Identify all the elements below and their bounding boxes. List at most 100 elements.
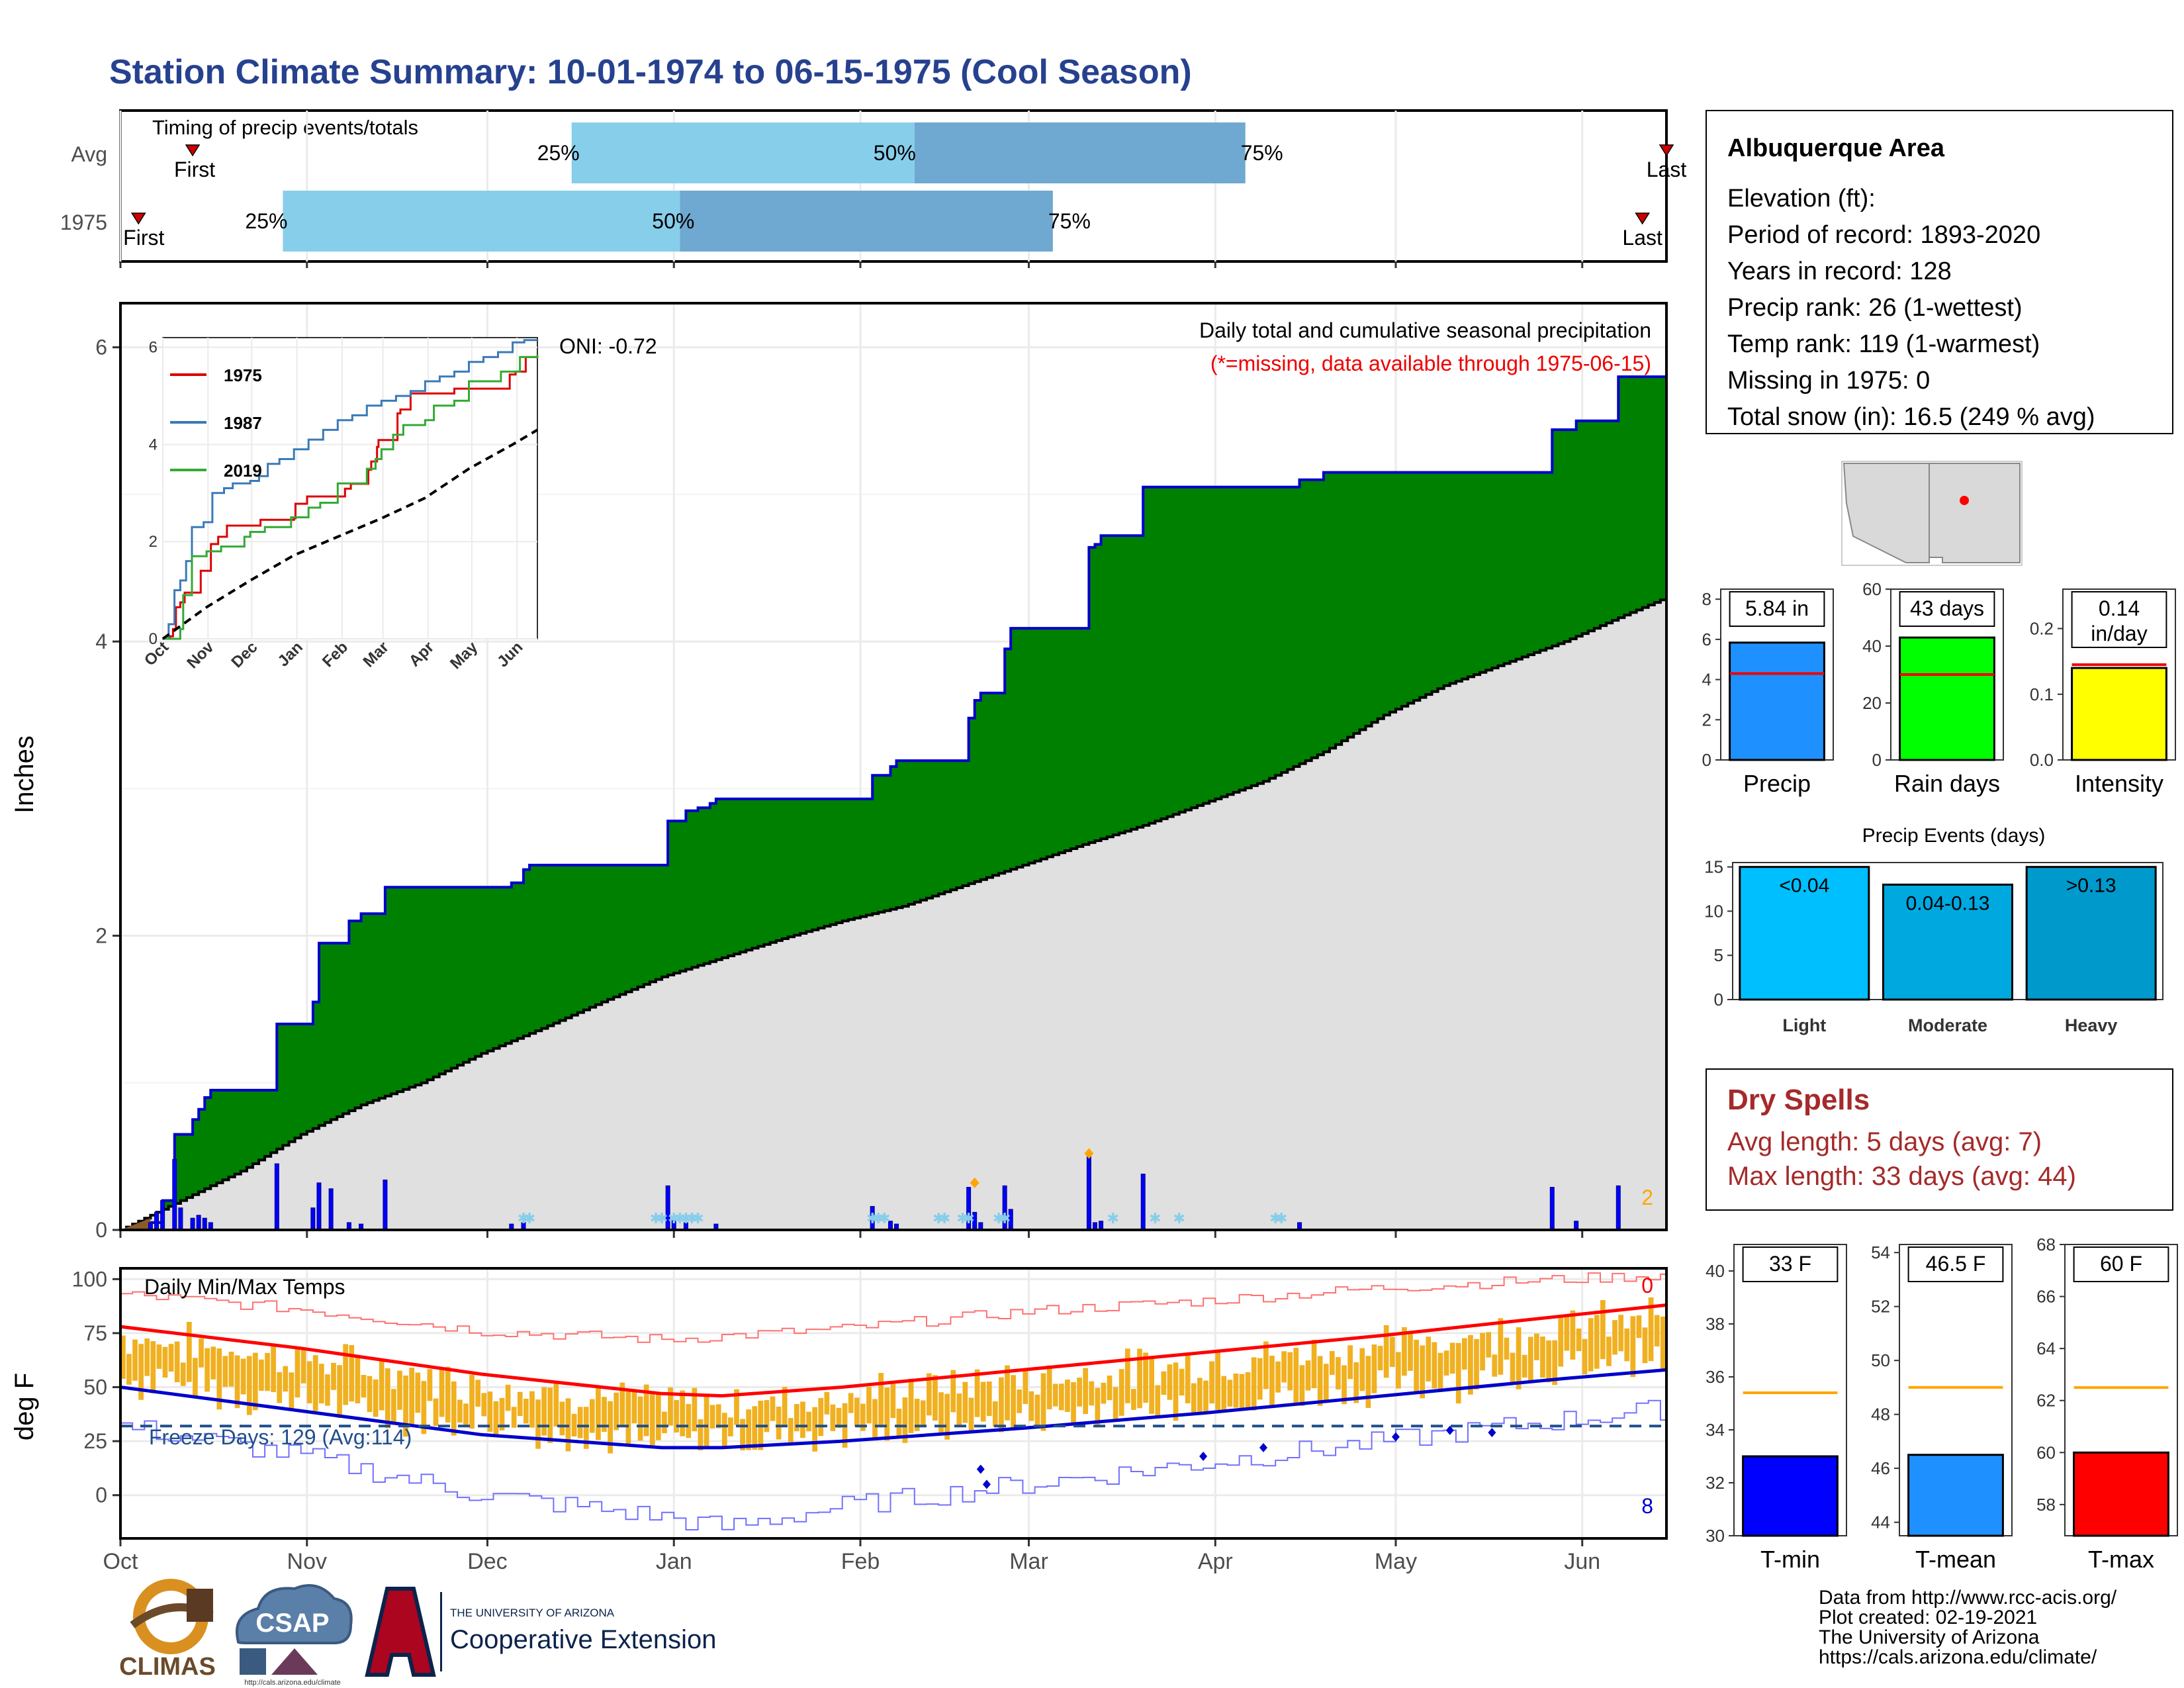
daily-temp-bar <box>1606 1336 1612 1366</box>
daily-temp-bar <box>1443 1350 1449 1376</box>
daily-temp-bar <box>1083 1368 1089 1415</box>
daily-temp-bar <box>1215 1351 1221 1410</box>
daily-temp-bar <box>619 1382 625 1427</box>
precip-title: Daily total and cumulative seasonal prec… <box>1199 318 1651 342</box>
mini-chart-tick-label: 68 <box>2036 1235 2056 1254</box>
events-title: Precip Events (days) <box>1862 825 2046 847</box>
daily-temp-bar <box>1408 1333 1413 1371</box>
daily-temp-bar <box>1179 1368 1185 1396</box>
daily-temp-bar <box>1594 1315 1600 1369</box>
precip-frame <box>119 302 1668 1231</box>
temp-ytick-25: 25 <box>83 1429 107 1453</box>
daily-temp-bar <box>1293 1348 1299 1403</box>
daily-precip-bar <box>1086 1156 1091 1231</box>
csap-logo-text: CSAP <box>255 1609 329 1638</box>
daily-temp-bar <box>1600 1299 1606 1360</box>
temp-y-ticks: 0 25 50 75 100 <box>72 1267 107 1507</box>
daily-temp-bar <box>240 1358 246 1395</box>
daily-temp-bar <box>529 1391 535 1428</box>
daily-temp-bar <box>138 1344 144 1400</box>
daily-temp-bar <box>782 1387 788 1425</box>
snow-marker: ✱ <box>1173 1210 1185 1227</box>
dry-frame <box>1706 1068 2173 1211</box>
csap-url: http://cals.arizona.edu/climate <box>244 1679 341 1687</box>
daily-temp-bar <box>1131 1389 1136 1410</box>
daily-temp-bar <box>746 1409 752 1450</box>
mini-chart-tick-label: 0.0 <box>2030 750 2054 770</box>
snow-marker: ✱ <box>692 1210 704 1227</box>
snow-marker: ✱ <box>523 1210 535 1227</box>
daily-temp-bar <box>860 1403 866 1431</box>
precip-ytick-0: 0 <box>95 1218 107 1242</box>
xtick-mar: Mar <box>1009 1549 1048 1574</box>
daily-temp-bar <box>433 1398 439 1427</box>
events-category-label: Light <box>1782 1015 1826 1035</box>
mini-chart-label-box <box>2073 1246 2169 1282</box>
daily-temp-bar <box>193 1358 198 1397</box>
timing-panel: Timing of precip events/totals Avg 1975 … <box>60 109 1686 268</box>
events-bar-light <box>1739 866 1870 1001</box>
daily-temp-bar <box>295 1349 300 1398</box>
dry-avg-length: Avg length: 5 days (avg: 7) <box>1727 1127 2042 1156</box>
timing-yr-first: First <box>123 226 164 250</box>
daily-temp-bar <box>186 1321 192 1382</box>
snow-marker: ✱ <box>878 1210 890 1227</box>
logos: CLIMAS CSAP http://cals.arizona.edu/clim… <box>119 1579 716 1687</box>
footer-credits: Data from http://www.rcc-acis.org/ Plot … <box>1819 1587 2117 1668</box>
daily-temp-bar <box>1221 1376 1227 1411</box>
daily-temp-bar <box>1281 1351 1287 1383</box>
inset-line-normal <box>161 428 539 640</box>
daily-temp-bar <box>259 1359 264 1391</box>
daily-temp-bar <box>397 1370 402 1410</box>
timing-bar-q25-q50 <box>283 191 680 252</box>
inset-xtick-feb: Feb <box>319 638 351 671</box>
mini-chart-value-label: 33 F <box>1769 1252 1811 1276</box>
inset-chart: 1975 1987 2019 0 2 4 6 Oct Nov Dec Jan F… <box>141 337 539 673</box>
daily-temp-bar <box>1113 1387 1118 1420</box>
inset-lines <box>161 339 539 640</box>
dry-spells-box: Dry Spells Avg length: 5 days (avg: 7) M… <box>1706 1068 2173 1211</box>
daily-temp-bar <box>589 1399 595 1433</box>
daily-temp-bar <box>499 1397 505 1430</box>
daily-temp-bar <box>156 1344 162 1369</box>
csap-logo: CSAP http://cals.arizona.edu/climate <box>236 1584 353 1687</box>
info-title: Albuquerque Area <box>1727 134 1945 162</box>
inset-legend-1987: 1987 <box>224 413 262 433</box>
daily-temp-bar <box>246 1356 252 1415</box>
temp-bars <box>120 1297 1666 1454</box>
temp-min-marker <box>1259 1442 1268 1452</box>
ua-big-text: Cooperative Extension <box>450 1625 716 1654</box>
daily-temp-bar <box>1480 1333 1485 1371</box>
daily-temp-bar <box>1161 1371 1167 1395</box>
events-tick-label: 10 <box>1704 901 1723 921</box>
daily-precip-bar <box>1615 1185 1621 1231</box>
daily-temp-bar <box>968 1397 974 1432</box>
climas-logo-text: CLIMAS <box>119 1653 216 1681</box>
daily-temp-bar <box>596 1387 601 1440</box>
oni-label: ONI: -0.72 <box>559 334 657 358</box>
snow-marker: ✱ <box>956 1210 968 1227</box>
daily-temp-bar <box>120 1335 126 1379</box>
daily-temp-bar <box>686 1404 692 1438</box>
inset-legend-2019: 2019 <box>224 461 262 481</box>
daily-temp-bar <box>1269 1355 1275 1406</box>
daily-temp-bar <box>1329 1350 1335 1375</box>
mini-chart-value-label: 43 days <box>1910 596 1984 620</box>
daily-temp-bar <box>1065 1380 1070 1413</box>
dry-max-length: Max length: 33 days (avg: 44) <box>1727 1162 2076 1191</box>
mini-chart-tick-label: 60 <box>1862 579 1882 599</box>
info-missing: Missing in 1975: 0 <box>1727 367 1930 395</box>
inset-legend-1975: 1975 <box>224 365 262 385</box>
mini-chart-tick-label: 46 <box>1871 1458 1890 1478</box>
daily-temp-bar <box>1498 1318 1504 1375</box>
temp-frame <box>119 1267 1668 1540</box>
info-elevation: Elevation (ft): <box>1727 185 1876 212</box>
snow-marker: ✱ <box>680 1210 692 1227</box>
daily-temp-bar <box>1143 1352 1148 1403</box>
events-category-label: Heavy <box>2065 1015 2118 1035</box>
daily-temp-bar <box>439 1368 445 1417</box>
normal-max-line <box>120 1303 1667 1398</box>
daily-temp-bar <box>1257 1358 1263 1400</box>
snow-marker: ✱ <box>866 1210 878 1227</box>
mini-chart-bar <box>1907 1454 2004 1537</box>
